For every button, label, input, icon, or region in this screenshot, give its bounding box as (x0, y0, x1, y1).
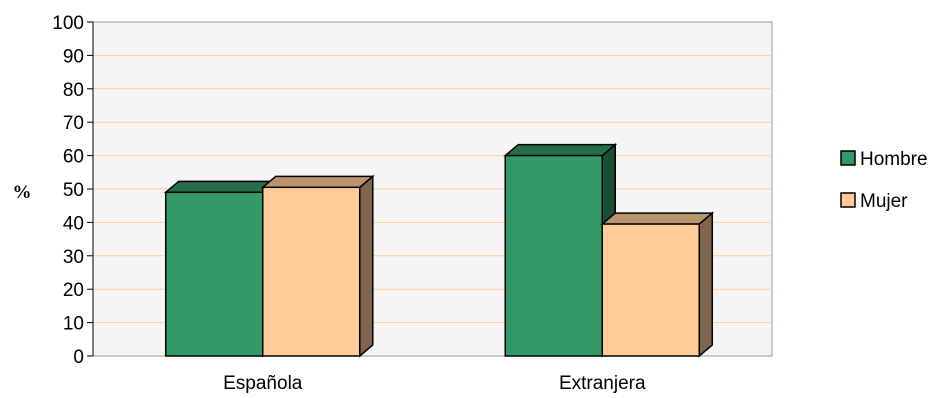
bar-front (601, 223, 700, 357)
legend-label: Hombre (860, 149, 928, 170)
y-tick-label: 30 (63, 247, 84, 268)
x-axis-ticks: Española Extranjera (223, 373, 646, 394)
y-tick-label: 60 (63, 147, 84, 168)
y-tick-label: 10 (63, 314, 84, 335)
bar-front (262, 186, 361, 357)
bar-side (698, 211, 713, 358)
bar-front (165, 191, 264, 357)
y-tick-label: 50 (63, 180, 84, 201)
x-tick-label: Extranjera (559, 373, 646, 394)
y-tick-label: 20 (63, 280, 84, 301)
bar-top (163, 180, 278, 194)
y-axis-ticks: 0 10 20 30 40 50 60 70 80 90 100 (52, 13, 93, 368)
y-tick-label: 40 (63, 213, 84, 234)
bar-top (260, 175, 375, 189)
y-tick-label: 80 (63, 80, 84, 101)
legend-swatch (840, 150, 856, 166)
bar-top (503, 143, 618, 157)
y-tick-label: 90 (63, 46, 84, 67)
bar-mujer-0 (260, 174, 375, 358)
y-tick-label: 100 (52, 13, 84, 34)
bar-front (504, 154, 603, 357)
y-axis-label: % (13, 182, 32, 203)
bars (163, 142, 715, 358)
bar-mujer-1 (600, 211, 715, 358)
bar-hombre-0 (163, 179, 278, 358)
legend-item-hombre: Hombre (840, 149, 928, 170)
legend-item-mujer: Mujer (840, 191, 908, 212)
bar-top (600, 212, 715, 225)
y-tick-label: 70 (63, 113, 84, 134)
y-tick-label: 0 (73, 347, 84, 368)
bar-side (359, 174, 374, 358)
x-tick-label: Española (223, 373, 303, 394)
legend: Hombre Mujer (840, 149, 928, 212)
bar-hombre-1 (503, 142, 618, 358)
legend-label: Mujer (860, 191, 908, 212)
legend-swatch (840, 192, 856, 208)
